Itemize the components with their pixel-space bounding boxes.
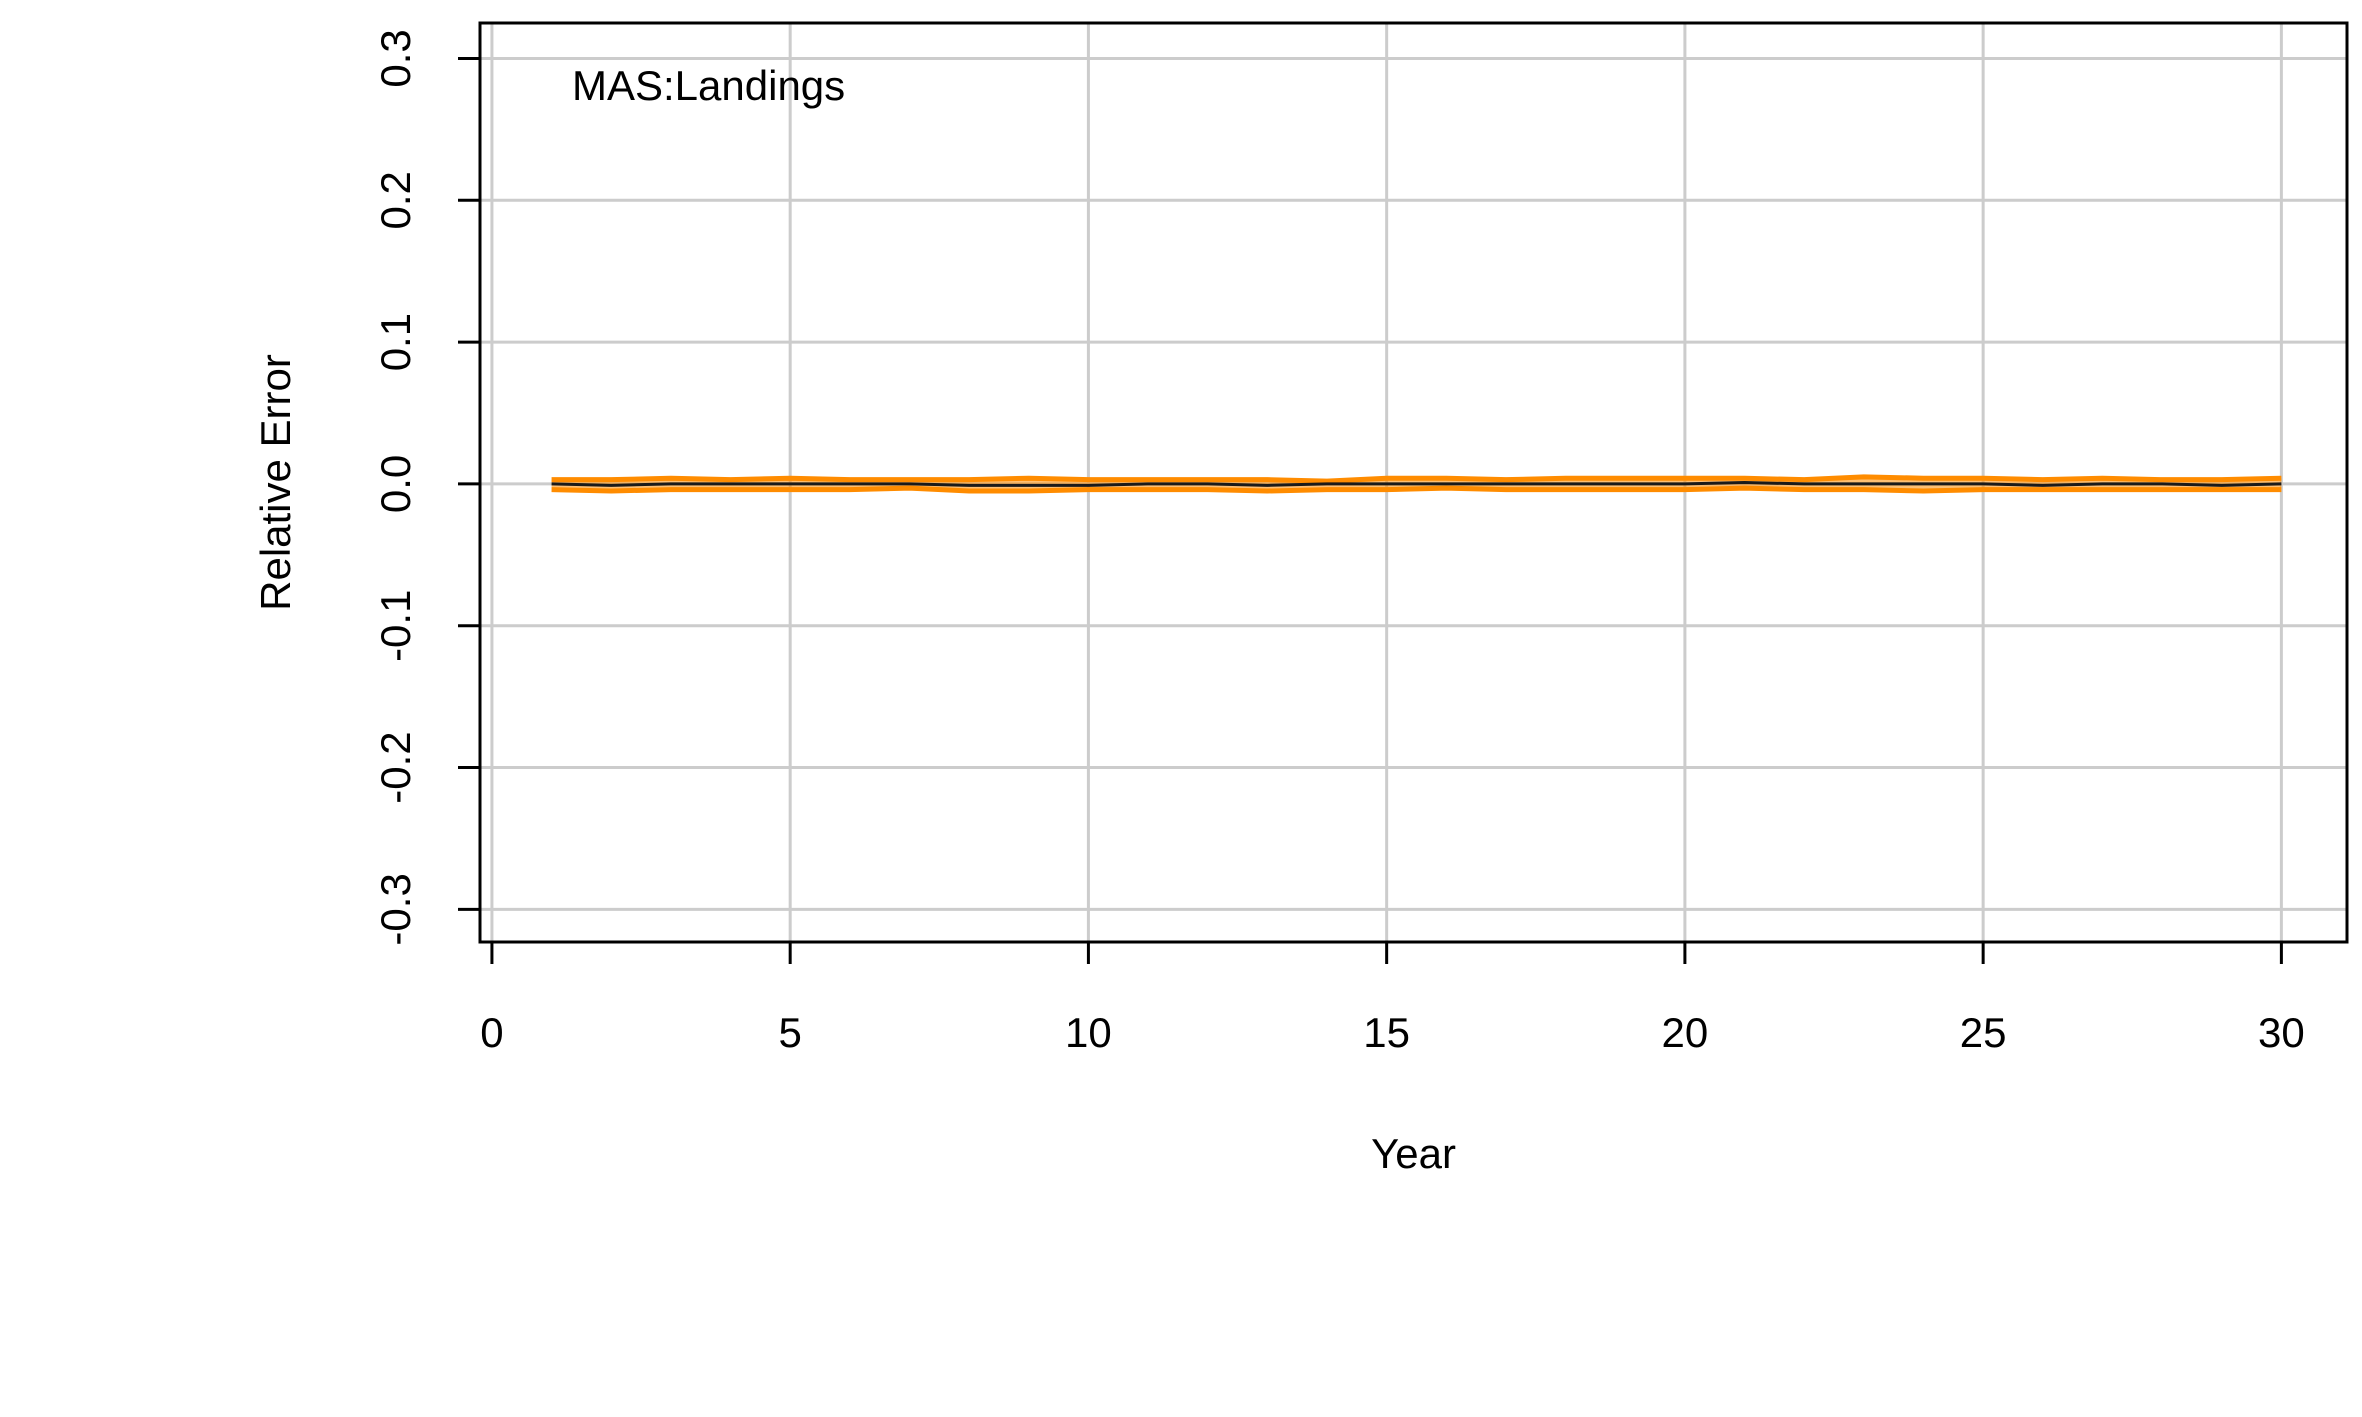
y-tick-label-0: -0.3 [372, 873, 419, 945]
x-axis: 0 5 10 15 20 25 30 [480, 940, 2305, 1056]
x-tick-label-1: 5 [778, 1009, 801, 1056]
x-tick-label-6: 30 [2258, 1009, 2305, 1056]
y-axis-label: Relative Error [252, 354, 299, 611]
series-lines [551, 474, 2282, 494]
series-line-median [551, 481, 2282, 487]
x-tick-label-2: 10 [1065, 1009, 1112, 1056]
series-line-upper [551, 474, 2282, 484]
x-tick-label-5: 25 [1960, 1009, 2007, 1056]
y-tick-label-5: 0.2 [372, 171, 419, 229]
x-tick-label-3: 15 [1363, 1009, 1410, 1056]
x-tick-label-4: 20 [1662, 1009, 1709, 1056]
y-axis: -0.3 -0.2 -0.1 0.0 0.1 0.2 0.3 [372, 29, 482, 946]
y-tick-label-4: 0.1 [372, 313, 419, 371]
y-tick-label-1: -0.2 [372, 731, 419, 803]
x-axis-label: Year [1371, 1130, 1456, 1177]
x-tick-label-0: 0 [480, 1009, 503, 1056]
y-tick-label-2: -0.1 [372, 590, 419, 662]
y-tick-label-3: 0.0 [372, 455, 419, 513]
plot-annotation: MAS:Landings [572, 62, 845, 109]
series-line-lower [551, 485, 2282, 494]
y-tick-label-6: 0.3 [372, 29, 419, 87]
